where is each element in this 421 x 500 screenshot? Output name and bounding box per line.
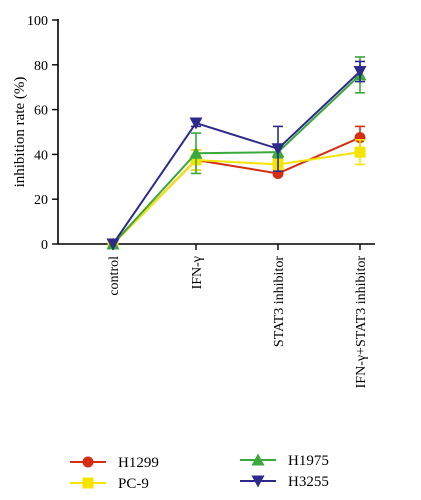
legend-item-h1975: H1975 (240, 453, 329, 469)
legend-marker (82, 456, 94, 468)
legend-item-h3255: H3255 (240, 474, 329, 490)
data-point (271, 143, 285, 156)
legend-label: PC-9 (118, 476, 149, 492)
legend-label: H1975 (288, 453, 329, 469)
y-ticks: 0 20 40 60 80 100 (27, 14, 58, 253)
y-axis-title: inhibition rate (%) (12, 77, 28, 188)
x-ticks: control IFN-γ STAT3 inhibitor IFN-γ+STAT3 i… (107, 244, 369, 388)
x-tick-label: IFN-γ+STAT3 inhibitor (354, 256, 369, 389)
legend-marker (251, 453, 265, 466)
x-tick-label: control (107, 256, 122, 296)
y-tick-label: 20 (34, 193, 48, 208)
series-h1975 (106, 56, 367, 250)
x-tick-label: IFN-γ (190, 256, 205, 289)
y-tick-label: 60 (34, 104, 48, 119)
legend-label: H1299 (118, 455, 159, 471)
series-line-h1975 (112, 74, 361, 245)
legend-item-pc-9: PC-9 (70, 476, 149, 492)
legend-label: H3255 (288, 474, 329, 490)
data-point (189, 117, 203, 130)
y-tick-label: 100 (27, 14, 48, 29)
data-point (189, 146, 203, 159)
series-h3255 (106, 60, 367, 251)
legend-marker (251, 475, 265, 488)
y-tick-label: 0 (41, 238, 48, 253)
legend: H1299 PC-9 H1975 H3255 (70, 453, 329, 492)
series-line-pc-9 (112, 151, 361, 245)
y-tick-label: 40 (34, 148, 48, 163)
x-tick-label: STAT3 inhibitor (272, 256, 287, 347)
series-line-h3255 (112, 70, 361, 245)
legend-marker (82, 477, 94, 489)
data-point (354, 146, 366, 158)
series-layer (106, 56, 367, 251)
data-point (353, 66, 367, 79)
series-h1299 (107, 125, 366, 250)
axes (57, 19, 375, 245)
data-point (106, 238, 120, 251)
y-tick-label: 80 (34, 59, 48, 74)
legend-item-h1299: H1299 (70, 455, 159, 471)
